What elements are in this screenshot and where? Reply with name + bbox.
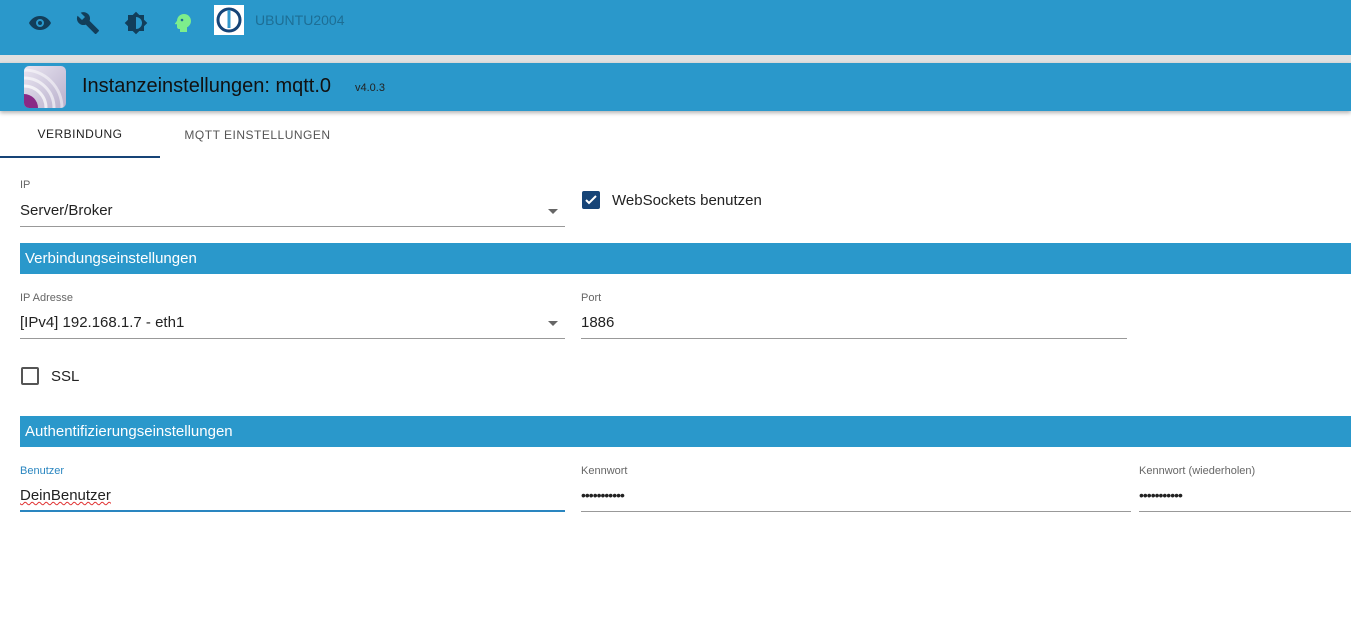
password-repeat-input[interactable]: ••••••••••• bbox=[1139, 487, 1183, 503]
head-icon[interactable] bbox=[170, 10, 196, 36]
mqtt-adapter-icon bbox=[24, 66, 66, 108]
tab-mqtt-einstellungen[interactable]: MQTT EINSTELLUNGEN bbox=[184, 127, 331, 142]
version-label: v4.0.3 bbox=[355, 82, 385, 94]
port-input[interactable]: 1886 bbox=[581, 314, 615, 331]
websockets-checkbox[interactable] bbox=[582, 191, 600, 209]
tab-verbindung[interactable]: VERBINDUNG bbox=[0, 111, 160, 158]
user-input[interactable]: DeinBenutzer bbox=[20, 487, 111, 504]
user-underline bbox=[20, 510, 565, 512]
top-bar: UBUNTU2004 bbox=[0, 0, 1351, 55]
websockets-label: WebSockets benutzen bbox=[612, 192, 762, 209]
section-verbindungseinstellungen: Verbindungseinstellungen bbox=[20, 243, 1351, 274]
ip-underline bbox=[20, 226, 565, 227]
ssl-label: SSL bbox=[51, 368, 80, 385]
chevron-down-icon[interactable] bbox=[548, 321, 558, 326]
password-repeat-underline bbox=[1139, 511, 1351, 512]
page-title: Instanzeinstellungen: mqtt.0 bbox=[82, 75, 332, 97]
password-label: Kennwort bbox=[581, 465, 628, 477]
ip-select[interactable]: Server/Broker bbox=[20, 202, 113, 219]
brightness-icon[interactable] bbox=[123, 10, 149, 36]
password-input[interactable]: ••••••••••• bbox=[581, 487, 625, 503]
iobroker-logo[interactable] bbox=[214, 5, 244, 35]
user-label: Benutzer bbox=[20, 465, 65, 477]
ip-address-select[interactable]: [IPv4] 192.168.1.7 - eth1 bbox=[20, 314, 185, 331]
ip-address-underline bbox=[20, 338, 565, 339]
ip-label: IP bbox=[20, 179, 31, 191]
ssl-checkbox[interactable] bbox=[21, 367, 39, 385]
port-label: Port bbox=[581, 292, 602, 304]
ip-address-label: IP Adresse bbox=[20, 292, 73, 304]
title-bar: Instanzeinstellungen: mqtt.0 v4.0.3 bbox=[0, 63, 1351, 111]
eye-icon[interactable] bbox=[27, 10, 53, 36]
password-repeat-label: Kennwort (wiederholen) bbox=[1139, 465, 1256, 477]
divider bbox=[0, 55, 1351, 63]
section-authentifizierungseinstellungen: Authentifizierungseinstellungen bbox=[20, 416, 1351, 447]
password-underline bbox=[581, 511, 1131, 512]
wrench-icon[interactable] bbox=[75, 10, 101, 36]
chevron-down-icon[interactable] bbox=[548, 209, 558, 214]
port-underline bbox=[581, 338, 1127, 339]
host-name: UBUNTU2004 bbox=[255, 12, 345, 28]
